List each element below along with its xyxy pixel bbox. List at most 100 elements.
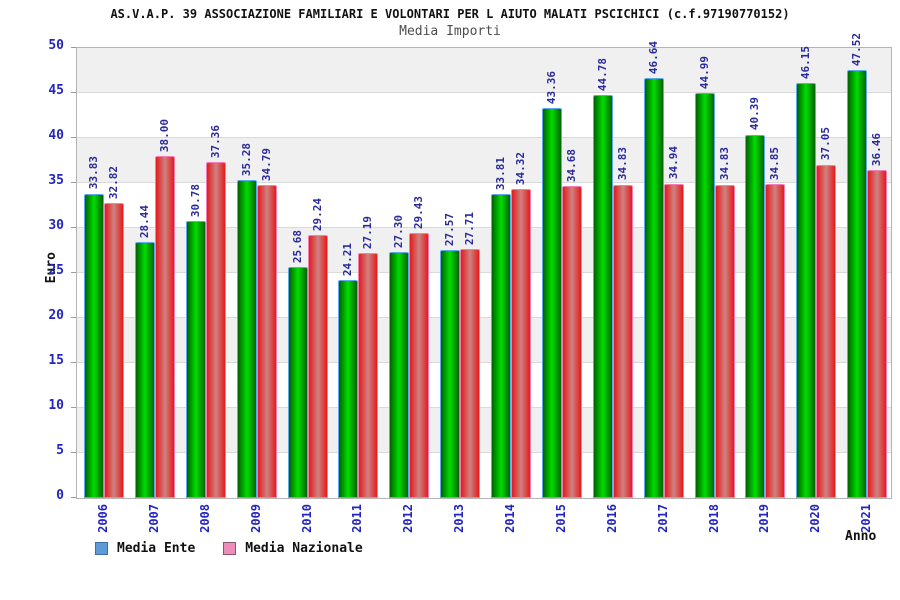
bar-media-nazionale <box>561 185 582 498</box>
bar-media-nazionale <box>307 234 328 498</box>
bar-value-label: 25.68 <box>290 229 304 263</box>
x-tick-label: 2008 <box>197 504 212 533</box>
x-axis-title: Anno <box>845 529 877 544</box>
bar-media-ente <box>745 134 766 498</box>
grid-line <box>77 362 891 363</box>
plot-area: 33.83 32.82 28.44 38.00 30.78 37.36 35.28 34.79… <box>76 33 892 499</box>
legend-swatch-media-nazionale-icon <box>223 541 237 555</box>
y-tick-label: 40 <box>48 128 64 143</box>
y-tick-label: 45 <box>48 83 64 98</box>
bar-value-label: 33.83 <box>87 156 100 190</box>
bar-media-ente <box>541 107 562 498</box>
y-tick-mark <box>71 362 76 363</box>
x-tick-label: 2007 <box>146 504 161 533</box>
bar-value-label: 34.94 <box>666 146 680 180</box>
y-tick-mark <box>71 497 76 498</box>
bar-value-label: 28.44 <box>137 204 151 239</box>
legend: Media Ente Media Nazionale <box>95 540 391 556</box>
bar-media-ente <box>287 266 308 498</box>
bar-media-nazionale <box>256 184 277 498</box>
legend-swatch-media-ente-icon <box>95 541 108 555</box>
bar-media-nazionale <box>358 253 379 498</box>
bar-value-label: 35.28 <box>239 143 253 177</box>
bar-value-label: 44.78 <box>595 57 609 91</box>
y-tick-mark <box>71 272 76 273</box>
x-tick-label: 2013 <box>452 504 467 533</box>
x-tick-label: 2011 <box>350 504 365 533</box>
grid-band <box>77 48 891 93</box>
y-tick-mark <box>71 182 76 183</box>
bar-media-nazionale <box>104 202 124 498</box>
bar-value-label: 24.21 <box>341 243 355 277</box>
bar-media-ente <box>796 82 817 498</box>
grid-line <box>77 452 891 453</box>
x-tick-label: 2020 <box>808 504 823 533</box>
bar-value-label: 43.36 <box>544 70 558 104</box>
bar-media-nazionale <box>511 189 531 498</box>
x-tick-label: 2010 <box>299 504 314 533</box>
x-tick-label: 2017 <box>655 504 670 533</box>
x-tick-label: 2019 <box>757 504 772 533</box>
bar-media-nazionale <box>714 184 735 498</box>
y-tick-label: 15 <box>48 353 64 368</box>
bar-value-label: 47.52 <box>850 33 864 67</box>
grid-line <box>77 407 891 408</box>
bar-media-ente <box>236 180 257 498</box>
bar-value-label: 34.32 <box>514 152 527 186</box>
bar-media-ente <box>592 94 613 498</box>
x-tick-label: 2016 <box>604 504 619 533</box>
bar-value-label: 44.99 <box>697 55 711 90</box>
bar-value-label: 37.05 <box>819 127 833 161</box>
chart-subtitle: Media Importi <box>399 24 501 39</box>
bar-value-label: 34.83 <box>615 147 629 181</box>
bar-value-label: 40.39 <box>748 97 762 131</box>
grid-line <box>77 92 891 93</box>
bar-value-label: 34.68 <box>564 148 578 182</box>
bar-value-label: 27.19 <box>361 216 375 250</box>
chart-title: AS.V.A.P. 39 ASSOCIAZIONE FAMILIARI E VO… <box>110 7 790 21</box>
bar-value-label: 46.15 <box>799 45 813 79</box>
bar-media-ente <box>338 280 359 498</box>
grid-line <box>77 272 891 273</box>
bar-media-ente <box>491 193 511 498</box>
bar-value-label: 32.82 <box>107 165 120 199</box>
bar-value-label: 34.83 <box>717 147 731 181</box>
grid-line <box>77 227 891 228</box>
y-tick-mark <box>71 47 76 48</box>
y-tick-mark <box>71 452 76 453</box>
y-tick-label: 30 <box>48 218 64 233</box>
y-tick-mark <box>71 227 76 228</box>
y-tick-mark <box>71 407 76 408</box>
y-tick-mark <box>71 92 76 93</box>
x-tick-label: 2009 <box>248 504 263 533</box>
bar-media-ente <box>694 93 715 498</box>
bar-value-label: 36.46 <box>870 132 884 166</box>
bar-media-nazionale <box>612 184 633 498</box>
bar-value-label: 33.81 <box>494 156 507 190</box>
bar-media-ente <box>185 220 206 498</box>
y-tick-label: 20 <box>48 308 64 323</box>
bar-value-label: 37.36 <box>208 124 222 158</box>
bar-media-nazionale <box>460 248 481 498</box>
bar-value-label: 27.57 <box>443 212 457 246</box>
bar-media-nazionale <box>154 156 175 498</box>
bar-value-label: 38.00 <box>157 118 171 152</box>
bar-media-ente <box>389 252 410 498</box>
grid-line <box>77 182 891 183</box>
bar-media-nazionale <box>816 164 837 498</box>
bar-media-ente <box>847 70 868 498</box>
bar-value-label: 27.30 <box>392 215 406 249</box>
x-tick-label: 2012 <box>401 504 416 533</box>
y-tick-label: 0 <box>56 488 64 503</box>
bar-value-label: 30.78 <box>188 183 202 217</box>
bar-media-nazionale <box>663 183 684 498</box>
bar-media-nazionale <box>205 161 226 498</box>
y-tick-label: 25 <box>48 263 64 278</box>
bar-media-ente <box>440 249 461 498</box>
legend-label-media-nazionale: Media Nazionale <box>245 540 363 556</box>
bar-value-label: 27.71 <box>463 211 477 245</box>
legend-label-media-ente: Media Ente <box>117 540 196 556</box>
y-tick-label: 50 <box>48 38 64 53</box>
y-tick-mark <box>71 137 76 138</box>
